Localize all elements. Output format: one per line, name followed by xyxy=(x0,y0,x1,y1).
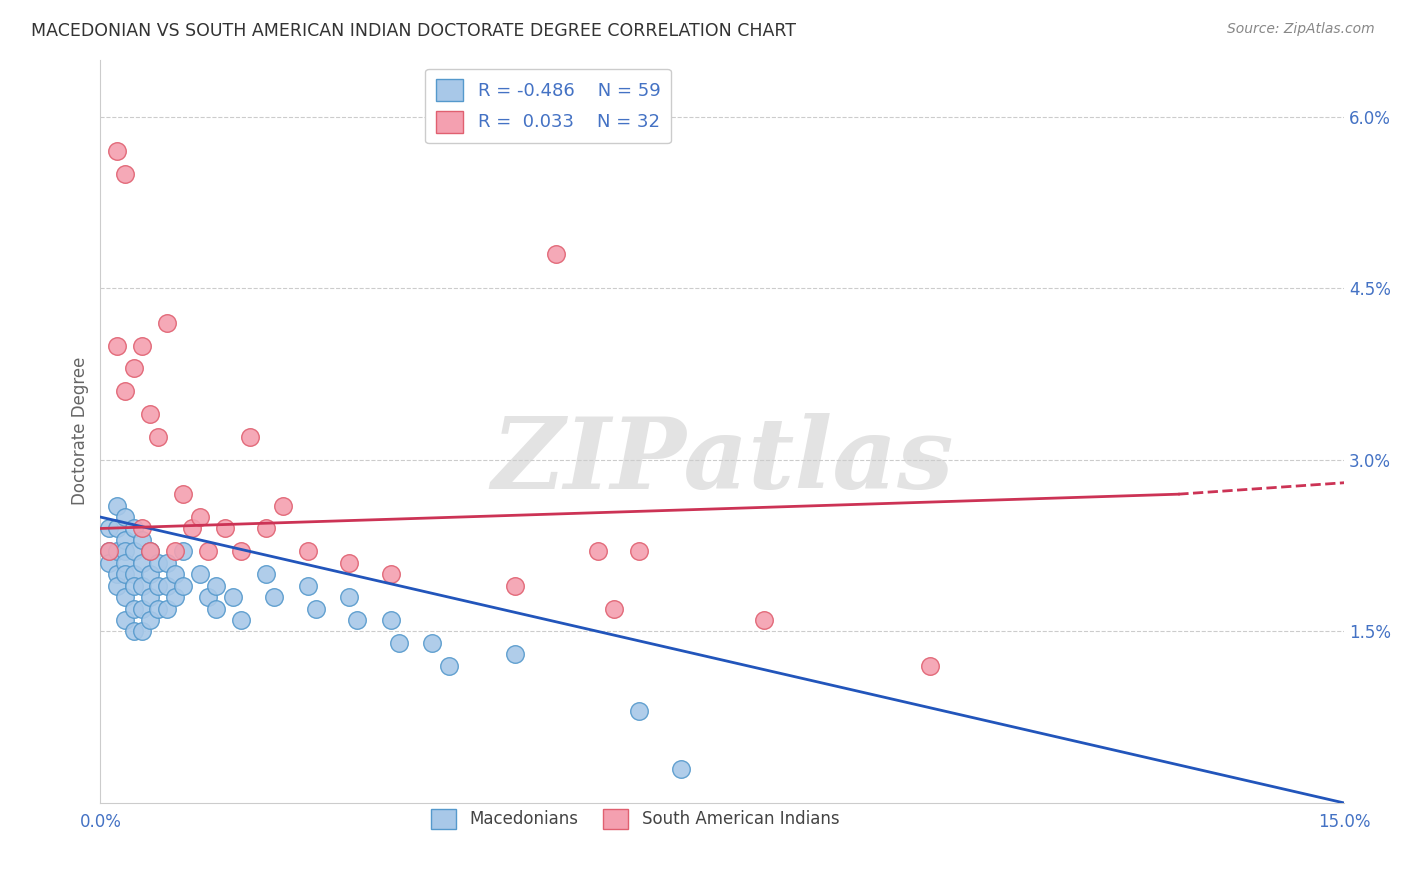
Point xyxy=(139,590,162,604)
Point xyxy=(628,705,651,719)
Point xyxy=(122,601,145,615)
Point xyxy=(254,567,277,582)
Y-axis label: Doctorate Degree: Doctorate Degree xyxy=(72,357,89,506)
Text: ZIPatlas: ZIPatlas xyxy=(491,413,953,509)
Point xyxy=(172,544,194,558)
Point xyxy=(122,567,145,582)
Point xyxy=(139,544,162,558)
Point xyxy=(305,601,328,615)
Point xyxy=(752,613,775,627)
Point xyxy=(131,624,153,639)
Point xyxy=(139,567,162,582)
Point xyxy=(122,579,145,593)
Point xyxy=(197,590,219,604)
Point xyxy=(197,544,219,558)
Point xyxy=(148,556,170,570)
Point xyxy=(388,636,411,650)
Point xyxy=(114,384,136,399)
Point xyxy=(297,544,319,558)
Point xyxy=(222,590,245,604)
Point xyxy=(148,601,170,615)
Point xyxy=(105,338,128,352)
Point xyxy=(603,601,626,615)
Point xyxy=(156,556,179,570)
Point xyxy=(97,556,120,570)
Point xyxy=(122,624,145,639)
Point xyxy=(271,499,294,513)
Point xyxy=(105,144,128,158)
Point xyxy=(97,544,120,558)
Point xyxy=(105,579,128,593)
Point xyxy=(172,579,194,593)
Point xyxy=(114,556,136,570)
Point xyxy=(669,762,692,776)
Point xyxy=(114,167,136,181)
Point xyxy=(918,658,941,673)
Point xyxy=(172,487,194,501)
Point xyxy=(114,533,136,547)
Point xyxy=(380,567,402,582)
Point xyxy=(180,521,202,535)
Point xyxy=(188,510,211,524)
Point xyxy=(105,499,128,513)
Point xyxy=(105,544,128,558)
Point xyxy=(503,579,526,593)
Point xyxy=(114,544,136,558)
Point xyxy=(131,579,153,593)
Point xyxy=(380,613,402,627)
Point xyxy=(297,579,319,593)
Text: MACEDONIAN VS SOUTH AMERICAN INDIAN DOCTORATE DEGREE CORRELATION CHART: MACEDONIAN VS SOUTH AMERICAN INDIAN DOCT… xyxy=(31,22,796,40)
Point xyxy=(205,579,228,593)
Point xyxy=(437,658,460,673)
Point xyxy=(156,601,179,615)
Point xyxy=(420,636,443,650)
Point xyxy=(337,556,360,570)
Point xyxy=(346,613,368,627)
Point xyxy=(148,579,170,593)
Point xyxy=(122,521,145,535)
Point xyxy=(105,521,128,535)
Point xyxy=(628,544,651,558)
Point xyxy=(254,521,277,535)
Point xyxy=(131,338,153,352)
Point xyxy=(114,613,136,627)
Point xyxy=(188,567,211,582)
Point xyxy=(105,567,128,582)
Point xyxy=(263,590,285,604)
Point xyxy=(163,544,186,558)
Point xyxy=(156,316,179,330)
Point xyxy=(131,521,153,535)
Point xyxy=(148,430,170,444)
Point xyxy=(546,247,568,261)
Point xyxy=(139,407,162,421)
Point xyxy=(114,510,136,524)
Point xyxy=(337,590,360,604)
Text: Source: ZipAtlas.com: Source: ZipAtlas.com xyxy=(1227,22,1375,37)
Point xyxy=(214,521,236,535)
Point xyxy=(131,533,153,547)
Point xyxy=(97,544,120,558)
Point xyxy=(156,579,179,593)
Point xyxy=(205,601,228,615)
Point xyxy=(163,590,186,604)
Point xyxy=(114,567,136,582)
Point xyxy=(163,567,186,582)
Point xyxy=(139,613,162,627)
Legend: Macedonians, South American Indians: Macedonians, South American Indians xyxy=(425,802,846,836)
Point xyxy=(231,613,253,627)
Point xyxy=(122,544,145,558)
Point xyxy=(139,544,162,558)
Point xyxy=(231,544,253,558)
Point xyxy=(131,556,153,570)
Point xyxy=(122,361,145,376)
Point xyxy=(239,430,262,444)
Point xyxy=(131,601,153,615)
Point xyxy=(503,648,526,662)
Point xyxy=(97,521,120,535)
Point xyxy=(586,544,609,558)
Point xyxy=(114,590,136,604)
